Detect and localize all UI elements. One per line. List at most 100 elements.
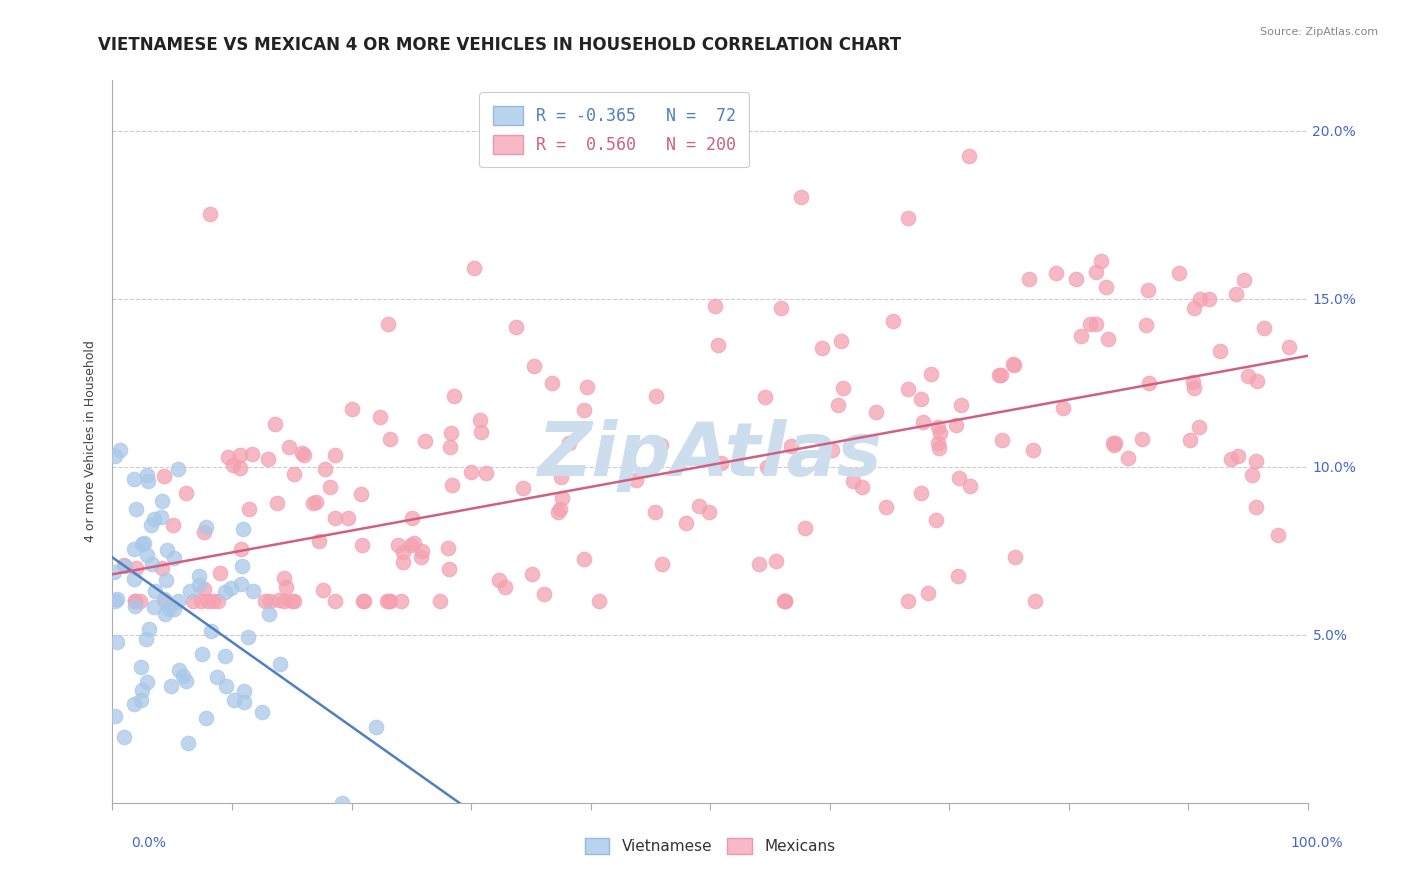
Point	[505, 320, 527, 334]
Point	[440, 478, 463, 492]
Point	[959, 478, 981, 492]
Point	[232, 522, 254, 536]
Point	[440, 425, 463, 440]
Point	[150, 561, 173, 575]
Point	[1227, 449, 1250, 463]
Point	[1225, 286, 1247, 301]
Point	[273, 571, 295, 585]
Point	[1180, 433, 1202, 447]
Point	[1198, 292, 1220, 306]
Point	[104, 594, 127, 608]
Point	[273, 594, 295, 608]
Point	[929, 426, 952, 441]
Point	[125, 561, 148, 575]
Point	[875, 500, 897, 514]
Point	[278, 440, 301, 454]
Point	[136, 548, 159, 562]
Point	[1095, 280, 1118, 294]
Point	[305, 494, 328, 508]
Point	[163, 551, 186, 566]
Point	[443, 389, 465, 403]
Point	[1052, 401, 1074, 415]
Point	[411, 544, 433, 558]
Point	[827, 399, 849, 413]
Point	[200, 624, 222, 638]
Point	[281, 594, 304, 608]
Point	[250, 705, 273, 719]
Point	[142, 599, 165, 614]
Point	[153, 469, 176, 483]
Point	[352, 594, 374, 608]
Point	[143, 512, 166, 526]
Point	[437, 561, 460, 575]
Point	[987, 368, 1010, 383]
Point	[512, 482, 534, 496]
Point	[195, 519, 218, 533]
Point	[207, 594, 229, 608]
Point	[283, 594, 305, 608]
Point	[1236, 368, 1258, 383]
Point	[176, 486, 198, 500]
Point	[830, 334, 852, 348]
Point	[644, 504, 666, 518]
Point	[1090, 253, 1112, 268]
Point	[233, 684, 256, 698]
Point	[1102, 438, 1125, 452]
Point	[754, 390, 776, 404]
Point	[325, 448, 347, 462]
Point	[191, 648, 214, 662]
Point	[810, 341, 832, 355]
Point	[748, 557, 770, 571]
Point	[229, 541, 252, 556]
Point	[957, 149, 980, 163]
Point	[910, 392, 932, 406]
Point	[323, 594, 346, 608]
Point	[325, 511, 347, 525]
Point	[214, 585, 236, 599]
Point	[205, 670, 228, 684]
Point	[402, 536, 425, 550]
Point	[917, 586, 939, 600]
Point	[105, 592, 128, 607]
Point	[231, 558, 253, 573]
Point	[157, 602, 180, 616]
Point	[1182, 381, 1205, 395]
Point	[169, 663, 191, 677]
Point	[378, 594, 401, 608]
Point	[928, 441, 950, 455]
Point	[1278, 341, 1301, 355]
Legend: Vietnamese, Mexicans: Vietnamese, Mexicans	[579, 832, 841, 860]
Point	[315, 462, 337, 476]
Point	[135, 632, 157, 646]
Point	[841, 474, 863, 488]
Point	[302, 496, 325, 510]
Point	[352, 538, 374, 552]
Point	[1022, 443, 1045, 458]
Point	[138, 474, 160, 488]
Point	[153, 592, 176, 607]
Text: VIETNAMESE VS MEXICAN 4 OR MORE VEHICLES IN HOUSEHOLD CORRELATION CHART: VIETNAMESE VS MEXICAN 4 OR MORE VEHICLES…	[98, 36, 901, 54]
Point	[1136, 284, 1159, 298]
Point	[291, 445, 314, 459]
Point	[378, 594, 401, 608]
Point	[124, 472, 146, 486]
Point	[129, 659, 152, 673]
Point	[112, 730, 135, 744]
Point	[1078, 317, 1101, 331]
Point	[920, 367, 942, 381]
Point	[911, 415, 934, 429]
Point	[103, 565, 125, 579]
Point	[644, 388, 666, 402]
Point	[470, 425, 492, 439]
Point	[349, 486, 371, 500]
Point	[832, 381, 855, 395]
Point	[160, 679, 183, 693]
Point	[366, 721, 388, 735]
Point	[897, 594, 920, 608]
Point	[122, 697, 145, 711]
Point	[439, 440, 461, 454]
Point	[214, 649, 236, 664]
Point	[409, 550, 432, 565]
Point	[131, 537, 153, 551]
Point	[1004, 358, 1026, 372]
